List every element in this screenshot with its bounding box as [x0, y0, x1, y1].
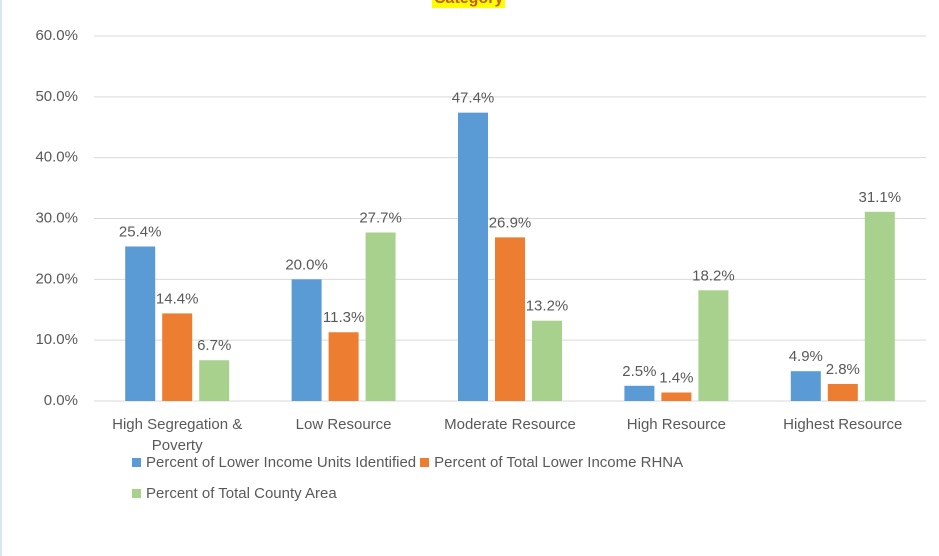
- y-tick-label: 60.0%: [35, 27, 78, 44]
- x-tick-label: High Segregation & Poverty: [112, 416, 243, 454]
- bar: [199, 360, 230, 401]
- bar: [458, 112, 488, 402]
- legend-item: Percent of Lower Income Units Identified: [132, 454, 416, 471]
- y-tick-label: 50.0%: [35, 88, 78, 105]
- data-label: 20.0%: [285, 256, 328, 273]
- legend-item: Percent of Total County Area: [132, 485, 337, 502]
- bar: [162, 313, 193, 401]
- bar: [365, 232, 396, 401]
- bar: [827, 383, 858, 401]
- legend-item: Percent of Total Lower Income RHNA: [420, 454, 683, 471]
- data-label: 26.9%: [489, 214, 532, 231]
- legend-label: Percent of Total Lower Income RHNA: [434, 454, 684, 471]
- bar: [661, 392, 692, 401]
- data-label: 47.4%: [452, 90, 495, 107]
- data-label: 2.8%: [826, 361, 860, 378]
- y-tick-label: 0.0%: [44, 392, 78, 409]
- bar: [532, 320, 562, 401]
- legend-swatch: [420, 458, 430, 467]
- data-label: 11.3%: [323, 309, 364, 326]
- bar: [291, 279, 322, 401]
- y-tick-label: 10.0%: [35, 331, 78, 348]
- bar: [864, 211, 895, 401]
- x-tick-label: Moderate Resource: [444, 416, 576, 433]
- data-label: 25.4%: [119, 223, 162, 240]
- chart-title: Category: [432, 0, 506, 8]
- legend-swatch: [132, 458, 141, 467]
- bar: [328, 332, 359, 401]
- data-label: 6.7%: [197, 337, 231, 354]
- y-tick-label: 20.0%: [35, 270, 78, 287]
- data-label: 27.7%: [359, 209, 402, 226]
- data-label: 31.1%: [859, 189, 902, 206]
- x-tick-label: High Resource: [626, 416, 726, 433]
- bar: [790, 371, 821, 401]
- data-label: 13.2%: [526, 298, 569, 315]
- x-tick-label: Highest Resource: [783, 416, 903, 433]
- bar: [698, 290, 729, 401]
- bar: [624, 385, 655, 401]
- data-label: 18.2%: [692, 267, 735, 284]
- y-tick-label: 30.0%: [35, 209, 78, 226]
- x-tick-label: Low Resource: [295, 416, 392, 433]
- bar: [495, 237, 525, 401]
- data-label: 4.9%: [789, 348, 823, 365]
- data-label: 2.5%: [622, 363, 656, 380]
- data-label: 1.4%: [659, 369, 693, 386]
- legend-label: Percent of Lower Income Units Identified: [146, 454, 417, 471]
- legend-label: Percent of Total County Area: [146, 485, 337, 502]
- data-label: 14.4%: [156, 290, 199, 307]
- y-tick-label: 40.0%: [35, 149, 78, 166]
- legend-swatch: [132, 489, 141, 498]
- bar: [125, 246, 156, 401]
- legend: Percent of Lower Income Units Identified…: [132, 454, 822, 502]
